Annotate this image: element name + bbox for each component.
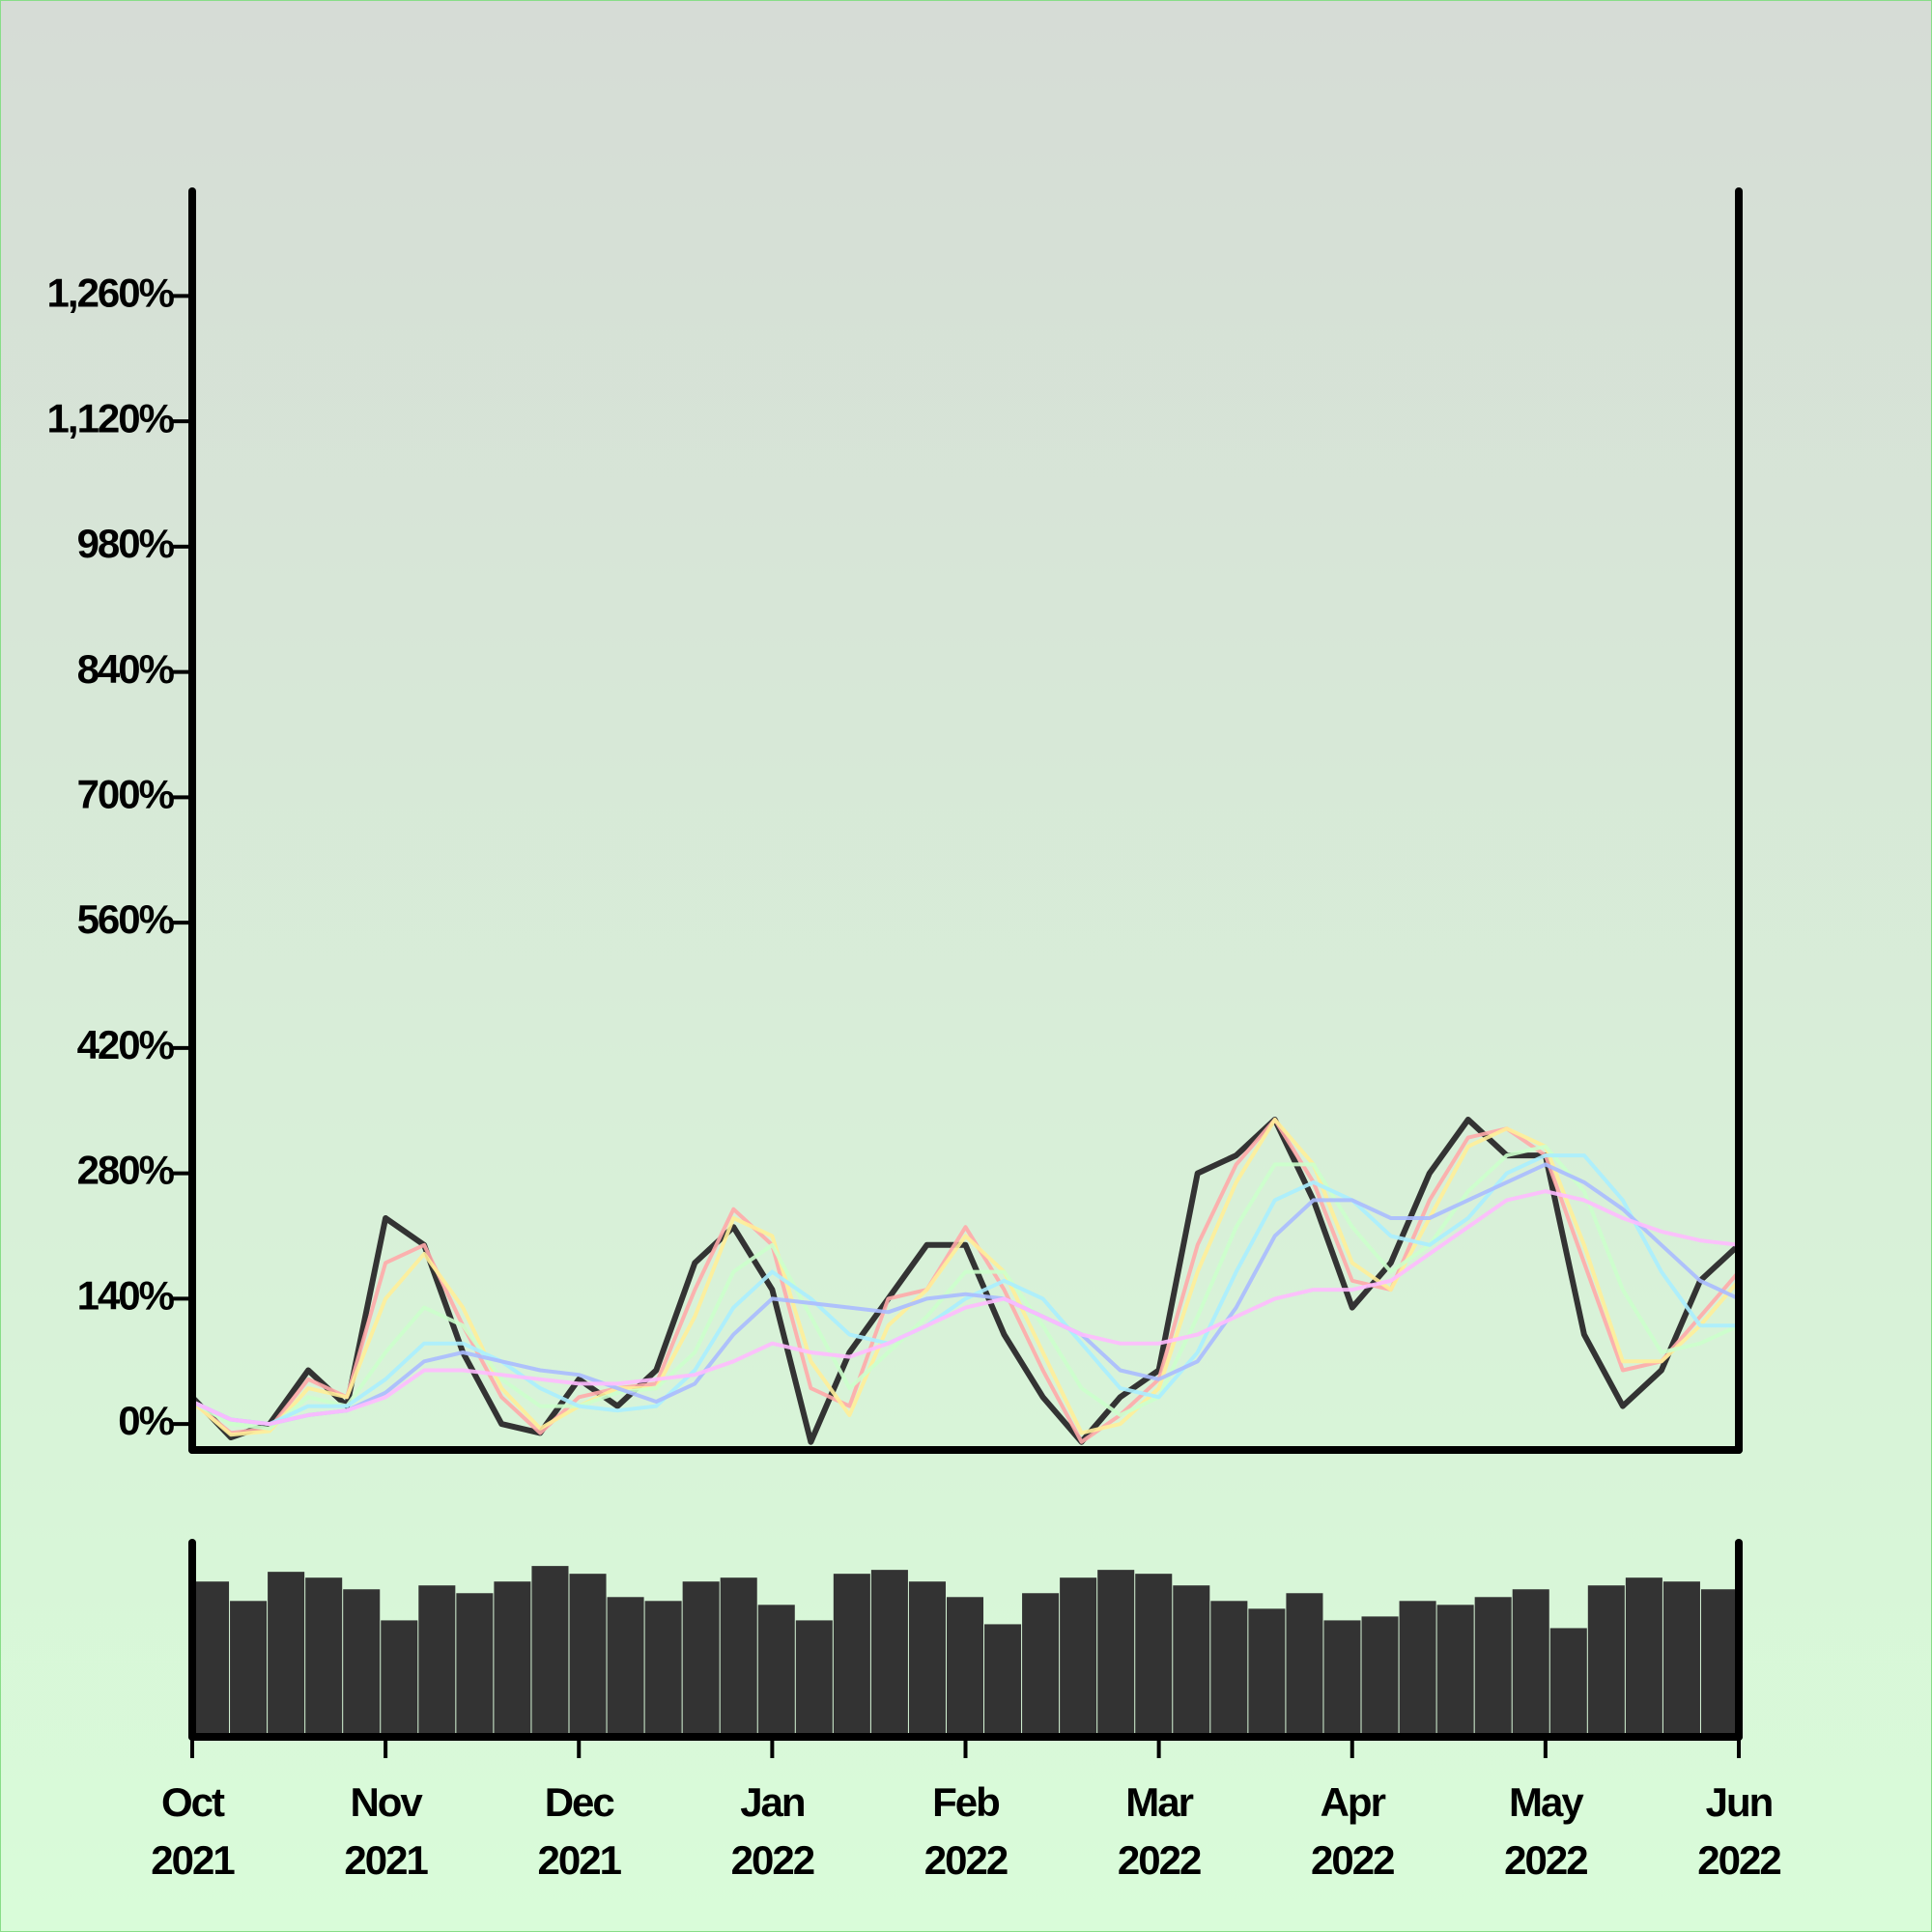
volume-bar xyxy=(644,1601,682,1737)
volume-bar xyxy=(946,1597,984,1737)
x-tick-label: Jan 2022 xyxy=(731,1779,814,1883)
moving-average-line xyxy=(192,1189,1739,1427)
volume-bar xyxy=(456,1593,494,1737)
volume-bar xyxy=(720,1577,757,1737)
volume-bar xyxy=(1662,1581,1700,1737)
volume-bar xyxy=(1549,1628,1587,1737)
volume-bar xyxy=(230,1601,268,1737)
volume-bar xyxy=(1436,1605,1474,1737)
volume-bar xyxy=(1625,1577,1662,1737)
volume-bar xyxy=(984,1624,1022,1737)
plot-lines xyxy=(192,1117,1739,1445)
volume-bar xyxy=(569,1574,607,1737)
x-tick-label: Nov 2021 xyxy=(344,1779,428,1883)
volume-bar xyxy=(757,1605,795,1737)
y-tick-label: 1,120% xyxy=(47,395,175,440)
volume-bar xyxy=(1248,1608,1286,1737)
y-tick-label: 700% xyxy=(77,771,175,816)
moving-average-line xyxy=(192,1118,1739,1444)
volume-bar xyxy=(1587,1585,1625,1737)
x-tick-label: Oct 2021 xyxy=(151,1779,235,1883)
volume-bar xyxy=(1097,1570,1135,1737)
x-tick-label: Dec 2021 xyxy=(538,1779,622,1883)
volume-bar xyxy=(1060,1577,1097,1737)
volume-bar xyxy=(1022,1593,1060,1737)
volume-bar xyxy=(833,1574,870,1737)
x-tick-label: Jun 2022 xyxy=(1697,1779,1780,1883)
y-tick-label: 140% xyxy=(77,1272,175,1318)
volume-bar xyxy=(1135,1574,1173,1737)
volume-bar xyxy=(418,1585,456,1737)
volume-bar xyxy=(908,1581,946,1737)
moving-average-line xyxy=(192,1153,1739,1427)
moving-average-line xyxy=(192,1144,1739,1431)
moving-average-line xyxy=(192,1162,1739,1427)
volume-bar xyxy=(1512,1589,1549,1737)
y-tick-label: 840% xyxy=(77,646,175,692)
y-tick-label: 420% xyxy=(77,1022,175,1067)
volume-bar xyxy=(1399,1601,1436,1737)
volume-bar xyxy=(1210,1601,1248,1737)
price-line xyxy=(192,1117,1739,1445)
volume-bar xyxy=(381,1620,418,1737)
volume-bar xyxy=(494,1581,531,1737)
volume-bar xyxy=(1173,1585,1210,1737)
y-tick-label: 1,260% xyxy=(47,270,175,316)
x-tick-label: Mar 2022 xyxy=(1118,1779,1201,1883)
volume-bar xyxy=(1361,1616,1399,1737)
volume-bar xyxy=(795,1620,833,1737)
volume-bar xyxy=(1323,1620,1361,1737)
moving-average-line xyxy=(192,1118,1739,1437)
volume-bar xyxy=(343,1589,381,1737)
x-tick-label: May 2022 xyxy=(1504,1779,1587,1883)
volume-bar xyxy=(1474,1597,1512,1737)
y-tick-label: 560% xyxy=(77,896,175,942)
volume-bar xyxy=(682,1581,720,1737)
y-tick-label: 980% xyxy=(77,521,175,566)
volume-bar xyxy=(531,1566,569,1737)
volume-bar xyxy=(607,1597,644,1737)
volume-bar xyxy=(268,1572,305,1737)
x-tick-label: Apr 2022 xyxy=(1311,1779,1394,1883)
volume-bar xyxy=(192,1581,230,1737)
volume-bar xyxy=(1286,1593,1323,1737)
volume-bar xyxy=(305,1577,343,1737)
volume-bar xyxy=(1700,1589,1738,1737)
y-tick-label: 280% xyxy=(77,1148,175,1193)
volume-bar xyxy=(870,1570,908,1737)
y-tick-label: 0% xyxy=(118,1398,174,1443)
x-tick-label: Feb 2022 xyxy=(924,1779,1008,1883)
